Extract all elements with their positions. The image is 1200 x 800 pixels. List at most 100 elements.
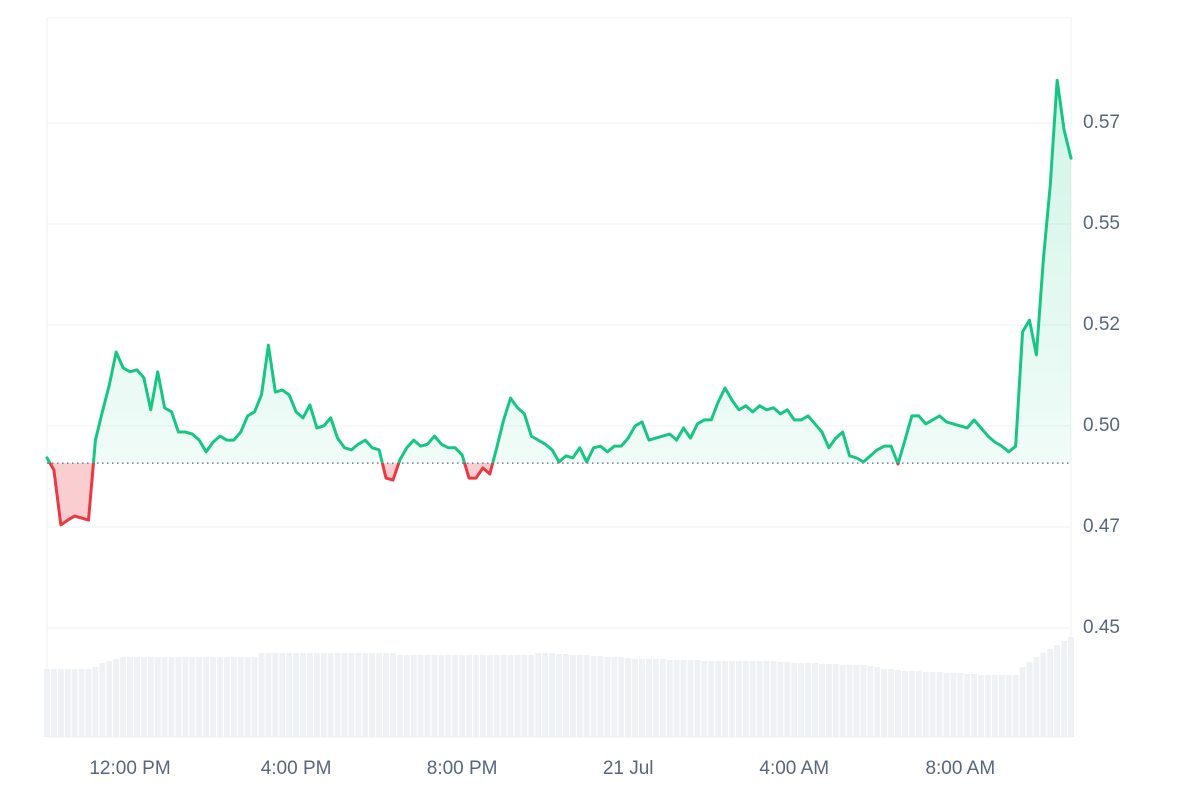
volume-bar bbox=[279, 653, 286, 737]
volume-bar bbox=[853, 665, 860, 737]
price-line bbox=[45, 78, 1073, 527]
volume-bar bbox=[313, 653, 320, 737]
volume-bar bbox=[175, 657, 182, 737]
volume-bar bbox=[839, 665, 846, 737]
volume-bar bbox=[659, 659, 666, 737]
volume-bar bbox=[57, 669, 64, 737]
volume-bar bbox=[812, 663, 818, 737]
volume-bar bbox=[625, 658, 632, 737]
volume-bar bbox=[293, 653, 300, 737]
volume-bar bbox=[528, 655, 535, 737]
y-tick-label: 0.55 bbox=[1083, 213, 1120, 234]
volume-bar bbox=[459, 655, 466, 737]
y-tick-label: 0.57 bbox=[1083, 112, 1120, 133]
volume-bar bbox=[687, 660, 694, 737]
volume-bar bbox=[832, 664, 839, 737]
volume-bar bbox=[535, 653, 542, 737]
volume-bar bbox=[493, 655, 500, 737]
x-tick-label: 4:00 PM bbox=[261, 758, 332, 779]
volume-bar bbox=[881, 669, 888, 737]
volume-bar bbox=[486, 655, 493, 737]
volume-bar bbox=[777, 662, 784, 737]
volume-bar bbox=[320, 653, 327, 737]
volume-bar bbox=[334, 653, 341, 737]
volume-bar bbox=[1026, 662, 1033, 737]
volume-bar bbox=[265, 653, 272, 737]
volume-bar bbox=[147, 657, 154, 737]
volume-bar bbox=[473, 655, 479, 737]
volume-bar bbox=[230, 657, 237, 737]
volume-bar bbox=[196, 657, 203, 737]
volume-bar bbox=[562, 654, 569, 737]
volume-bar bbox=[417, 655, 424, 737]
volume-bar bbox=[514, 655, 521, 737]
volume-bar bbox=[556, 654, 562, 737]
volume-bar bbox=[1005, 675, 1012, 737]
volume-bar bbox=[569, 655, 576, 737]
volume-bar bbox=[694, 660, 701, 737]
volume-bar bbox=[701, 661, 708, 737]
volume-bar bbox=[985, 675, 991, 737]
volume-bar bbox=[756, 661, 763, 737]
volume-bar bbox=[915, 671, 922, 737]
volume-bar bbox=[618, 657, 625, 737]
volume-bar bbox=[805, 663, 812, 737]
volume-bar bbox=[715, 661, 722, 737]
volume-bar bbox=[1019, 667, 1026, 737]
volume-bar bbox=[168, 657, 175, 737]
volume-bar bbox=[286, 653, 293, 737]
volume-bar bbox=[888, 669, 895, 737]
volume-bar bbox=[673, 660, 680, 737]
volume-bar bbox=[507, 655, 514, 737]
volume-bar bbox=[998, 675, 1005, 737]
volume-bar bbox=[791, 663, 798, 737]
volume-bar bbox=[632, 659, 639, 737]
volume-bar bbox=[92, 667, 99, 737]
volume-bar bbox=[521, 655, 528, 737]
volume-bar bbox=[639, 659, 645, 737]
volume-bar bbox=[867, 666, 874, 737]
volume-bar bbox=[604, 657, 611, 737]
volume-bar bbox=[943, 673, 950, 737]
volume-bar bbox=[922, 672, 929, 737]
price-area bbox=[47, 80, 1071, 525]
volume-bar bbox=[763, 661, 770, 737]
volume-bar bbox=[895, 670, 901, 737]
volume-bar bbox=[680, 660, 687, 737]
volume-bar bbox=[389, 653, 396, 737]
volume-bar bbox=[306, 653, 313, 737]
volume-bar bbox=[452, 655, 459, 737]
volume-bar bbox=[133, 657, 140, 737]
volume-bar bbox=[182, 657, 189, 737]
volume-bar bbox=[272, 653, 279, 737]
volume-bar bbox=[798, 663, 805, 737]
volume-bar bbox=[874, 667, 881, 737]
volume-bar bbox=[217, 657, 223, 737]
volume-bar bbox=[611, 657, 618, 737]
volume-bar bbox=[237, 657, 244, 737]
volume-bar bbox=[818, 664, 825, 737]
volume-bar bbox=[901, 671, 908, 737]
volume-bar bbox=[120, 657, 127, 737]
x-tick-label: 8:00 PM bbox=[427, 758, 498, 779]
volume-bar bbox=[327, 653, 334, 737]
y-tick-label: 0.50 bbox=[1083, 415, 1120, 436]
volume-bar bbox=[71, 669, 78, 737]
volume-bar bbox=[1054, 645, 1061, 737]
volume-bar bbox=[991, 675, 998, 737]
volume-bar bbox=[957, 673, 964, 737]
volume-bar bbox=[500, 655, 507, 737]
volume-bar bbox=[784, 662, 791, 737]
volume-bar bbox=[50, 669, 57, 737]
volume-bar bbox=[251, 657, 258, 737]
volume-bar bbox=[403, 655, 410, 737]
volume-bar bbox=[971, 674, 978, 737]
volume-bar bbox=[964, 674, 971, 737]
volume-bar bbox=[106, 661, 113, 737]
volume-bar bbox=[396, 655, 403, 737]
volume-bar bbox=[203, 657, 210, 737]
volume-bar bbox=[549, 653, 556, 737]
volume-bar bbox=[729, 661, 735, 737]
